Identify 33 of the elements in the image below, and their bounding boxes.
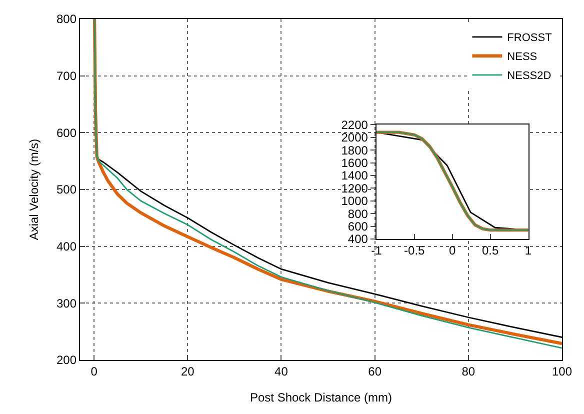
y-tick-label: 1000 — [341, 194, 368, 208]
y-tick-label: 800 — [56, 12, 77, 26]
x-tick-label: 20 — [180, 364, 195, 378]
y-tick-label: 600 — [56, 126, 77, 140]
x-tick-label: 0 — [90, 364, 98, 378]
x-tick-label: 40 — [274, 364, 288, 378]
x-tick-label: -1 — [371, 243, 382, 258]
x-tick-label: 1 — [524, 243, 532, 258]
legend-label: NESS2D — [507, 70, 552, 82]
y-tick-label: 1600 — [341, 156, 368, 170]
y-tick-label: 1200 — [341, 181, 368, 196]
y-tick-label: 2200 — [341, 118, 368, 132]
y-tick-label: 400 — [56, 240, 77, 254]
legend-label: FROSST — [507, 32, 552, 44]
y-tick-label: 1400 — [341, 168, 368, 183]
y-tick-label: 200 — [56, 353, 77, 368]
y-tick-label: 500 — [56, 182, 77, 197]
y-axis-title: Axial Velocity (m/s) — [26, 138, 41, 240]
x-tick-label: 0 — [449, 243, 456, 258]
x-axis-title: Post Shock Distance (mm) — [250, 390, 392, 404]
y-tick-label: 800 — [348, 206, 368, 221]
legend-label: NESS — [507, 51, 538, 64]
y-tick-label: 600 — [348, 219, 368, 234]
y-tick-label: 400 — [348, 232, 368, 246]
y-tick-label: 300 — [56, 296, 77, 310]
x-tick-label: 80 — [462, 364, 476, 378]
x-tick-label: 100 — [552, 364, 572, 378]
y-tick-label: 1800 — [341, 143, 368, 158]
y-tick-label: 700 — [56, 69, 77, 84]
y-tick-label: 2000 — [341, 130, 368, 145]
x-tick-label: 60 — [368, 364, 382, 378]
x-tick-label: -0.5 — [404, 243, 426, 258]
x-tick-label: 0.5 — [482, 243, 499, 258]
